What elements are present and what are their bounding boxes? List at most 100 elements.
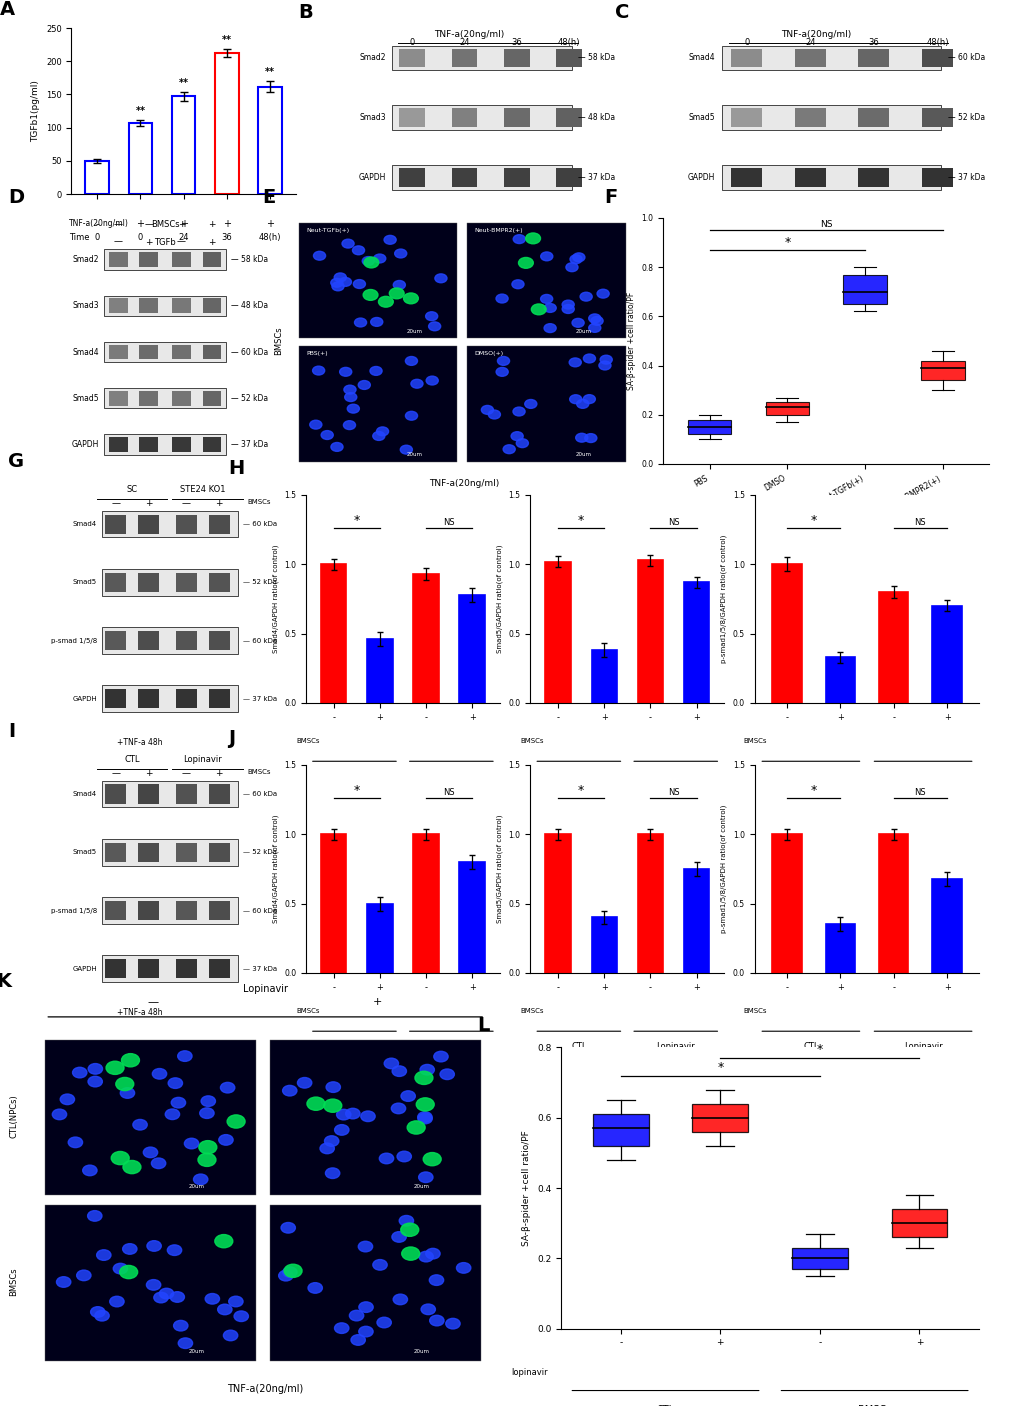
Bar <box>175 572 197 592</box>
Text: *: * <box>354 783 360 797</box>
Bar <box>203 437 221 451</box>
Text: **: ** <box>265 67 275 77</box>
Text: —: — <box>177 238 185 246</box>
Bar <box>687 419 731 434</box>
Text: 20um: 20um <box>413 1184 429 1188</box>
Bar <box>86 160 109 194</box>
Text: **: ** <box>136 105 146 115</box>
Text: BMSCs: BMSCs <box>247 499 270 506</box>
Circle shape <box>330 278 342 287</box>
Bar <box>503 108 529 127</box>
Circle shape <box>170 1292 184 1302</box>
Circle shape <box>307 1097 325 1111</box>
Circle shape <box>518 257 533 269</box>
Circle shape <box>351 1334 365 1346</box>
Text: DMSO(+): DMSO(+) <box>474 350 502 356</box>
Bar <box>931 879 961 973</box>
Bar <box>138 785 159 804</box>
Bar <box>138 901 159 920</box>
Circle shape <box>334 1323 348 1333</box>
Circle shape <box>330 443 342 451</box>
Circle shape <box>298 1077 312 1088</box>
Circle shape <box>97 1250 111 1260</box>
Bar <box>269 1205 480 1361</box>
Circle shape <box>570 254 582 264</box>
Text: 20um: 20um <box>575 329 591 333</box>
Circle shape <box>76 1270 91 1281</box>
Text: CTL: CTL <box>124 755 140 763</box>
Bar <box>467 346 625 461</box>
Circle shape <box>88 1211 102 1222</box>
Y-axis label: Smad4/GAPDH ratio(of control): Smad4/GAPDH ratio(of control) <box>272 544 278 654</box>
Circle shape <box>355 318 366 328</box>
Text: Smad3: Smad3 <box>360 114 386 122</box>
Circle shape <box>584 433 596 443</box>
Circle shape <box>345 1108 360 1119</box>
Circle shape <box>154 1292 168 1303</box>
Circle shape <box>350 1310 364 1320</box>
Bar <box>208 515 229 534</box>
Bar <box>104 295 226 316</box>
Text: NS: NS <box>819 219 832 229</box>
Bar <box>721 45 940 70</box>
Bar <box>203 252 221 267</box>
Circle shape <box>596 290 608 298</box>
Bar <box>921 169 952 187</box>
Circle shape <box>419 1251 433 1263</box>
Circle shape <box>598 361 610 370</box>
Circle shape <box>511 432 523 440</box>
Circle shape <box>391 1104 406 1114</box>
Text: +: + <box>179 219 187 229</box>
Circle shape <box>88 1077 102 1087</box>
Circle shape <box>168 1078 182 1088</box>
Text: Neut-BMPR2(+): Neut-BMPR2(+) <box>474 228 523 233</box>
Text: 0: 0 <box>138 232 143 242</box>
Bar <box>391 45 572 70</box>
Bar <box>545 834 571 973</box>
Bar <box>591 651 616 703</box>
Text: CTL: CTL <box>346 1042 362 1050</box>
Bar <box>857 49 889 67</box>
Text: SC: SC <box>805 772 815 780</box>
Circle shape <box>583 395 595 404</box>
Circle shape <box>404 292 418 304</box>
Text: F: F <box>603 188 616 207</box>
Text: +: + <box>372 997 382 1007</box>
Circle shape <box>123 1160 141 1174</box>
Circle shape <box>215 1234 232 1247</box>
Bar <box>299 224 457 339</box>
Bar <box>555 49 582 67</box>
Bar <box>794 169 825 187</box>
Text: BMSCs: BMSCs <box>521 738 544 744</box>
Bar <box>398 49 425 67</box>
Circle shape <box>284 1264 302 1278</box>
Circle shape <box>205 1294 219 1305</box>
Circle shape <box>346 405 359 413</box>
Circle shape <box>575 433 587 441</box>
Circle shape <box>372 432 384 440</box>
Text: 48(h): 48(h) <box>557 38 580 46</box>
Bar <box>138 959 159 979</box>
Bar <box>175 901 197 920</box>
Text: KO1: KO1 <box>442 772 460 780</box>
Text: Smad2: Smad2 <box>73 256 100 264</box>
Circle shape <box>151 1159 166 1168</box>
Circle shape <box>199 1140 217 1154</box>
Bar <box>140 391 158 405</box>
Circle shape <box>573 253 584 262</box>
Bar <box>109 391 127 405</box>
Circle shape <box>281 1222 296 1233</box>
Text: Time: Time <box>69 232 90 242</box>
Text: NS: NS <box>443 517 454 527</box>
Bar <box>105 842 126 862</box>
Circle shape <box>418 1114 432 1123</box>
Circle shape <box>312 366 324 375</box>
Circle shape <box>540 294 552 304</box>
Text: 36: 36 <box>511 38 522 46</box>
Text: -: - <box>96 219 99 229</box>
Text: L: L <box>477 1015 489 1035</box>
Circle shape <box>364 257 378 269</box>
Bar <box>208 901 229 920</box>
Text: SC: SC <box>126 485 138 494</box>
Circle shape <box>543 304 555 312</box>
